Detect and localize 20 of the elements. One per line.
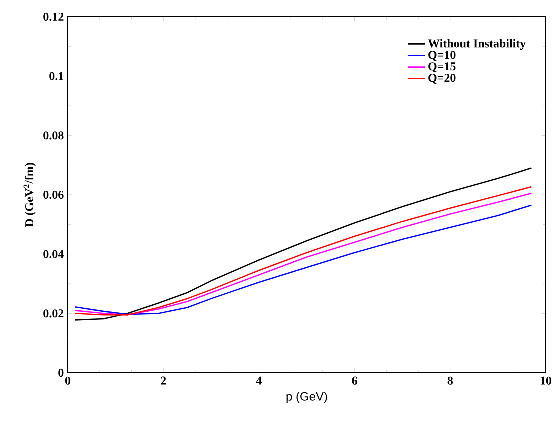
y-tick-label: 0: [58, 368, 64, 378]
y-tick-label: 0.08: [44, 132, 64, 140]
x-tick-label: 0: [65, 376, 71, 385]
y-tick-label: 0.06: [44, 190, 64, 200]
x-tick-label: 6: [352, 376, 358, 385]
legend-label: Q=15: [428, 62, 456, 72]
y-tick-label: 0.12: [44, 12, 64, 22]
y-tick-label: 0.02: [44, 310, 64, 318]
legend-label: Q=20: [428, 74, 456, 84]
y-axis-title: D (GeV$^{2}$/fm): [24, 163, 36, 228]
x-tick-label: 2: [161, 376, 166, 385]
x-tick-label: 10: [540, 376, 552, 385]
line-series: [74, 168, 532, 321]
x-tick-label: 8: [448, 376, 453, 385]
legend-label: Without Instability: [428, 39, 526, 50]
legend-label: Q=10: [428, 51, 456, 62]
y-tick-label: 0.04: [44, 250, 64, 258]
y-tick-label: 0.1: [50, 72, 64, 80]
x-tick-label: 4: [256, 376, 262, 385]
x-axis-title: p (GeV): [286, 392, 328, 404]
